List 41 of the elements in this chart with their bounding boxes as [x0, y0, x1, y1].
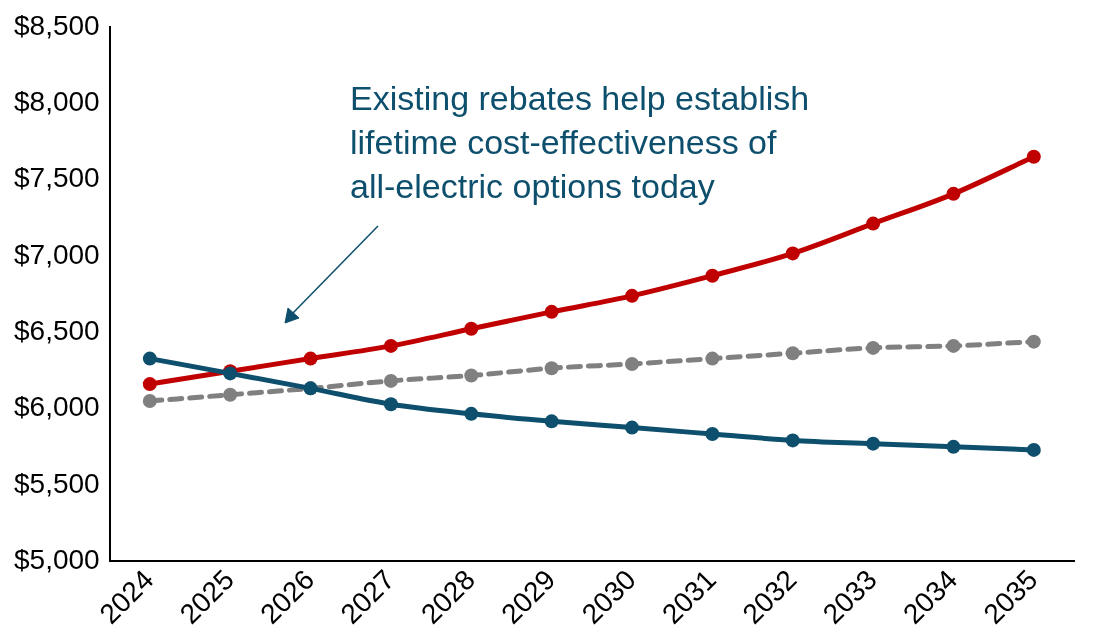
point — [946, 186, 961, 201]
point — [142, 377, 157, 392]
point — [223, 387, 238, 402]
y-tick-label: $5,500 — [14, 467, 100, 499]
point — [705, 268, 720, 283]
point — [544, 361, 559, 376]
point — [142, 394, 157, 409]
point — [1026, 442, 1041, 457]
point — [544, 304, 559, 319]
y-tick-label: $7,000 — [14, 238, 100, 270]
y-tick-label: $6,000 — [14, 391, 100, 423]
point — [785, 346, 800, 361]
y-tick-label: $7,500 — [14, 162, 100, 194]
point — [625, 356, 639, 371]
point — [383, 373, 398, 388]
point — [464, 368, 479, 383]
y-tick-label: $8,500 — [14, 9, 100, 41]
point — [705, 427, 720, 442]
point — [866, 436, 881, 451]
point — [785, 433, 800, 448]
point — [625, 288, 639, 303]
point — [464, 321, 479, 336]
point — [866, 216, 881, 231]
point — [1026, 334, 1041, 349]
y-tick-label: $8,000 — [14, 85, 100, 117]
point — [946, 439, 961, 454]
point — [383, 338, 398, 353]
annotation: Existing rebates help establish lifetime cost-effectiveness of all-electric options today — [350, 78, 811, 207]
point — [866, 340, 881, 355]
point — [303, 351, 318, 366]
point — [464, 406, 479, 421]
point — [785, 246, 800, 261]
point — [544, 414, 559, 429]
point — [142, 351, 157, 366]
point — [383, 397, 398, 412]
point — [625, 420, 639, 435]
point — [1026, 149, 1041, 164]
point — [946, 338, 961, 353]
y-tick-label: $5,000 — [14, 543, 100, 575]
point — [705, 351, 720, 366]
y-tick-label: $6,500 — [14, 314, 100, 346]
